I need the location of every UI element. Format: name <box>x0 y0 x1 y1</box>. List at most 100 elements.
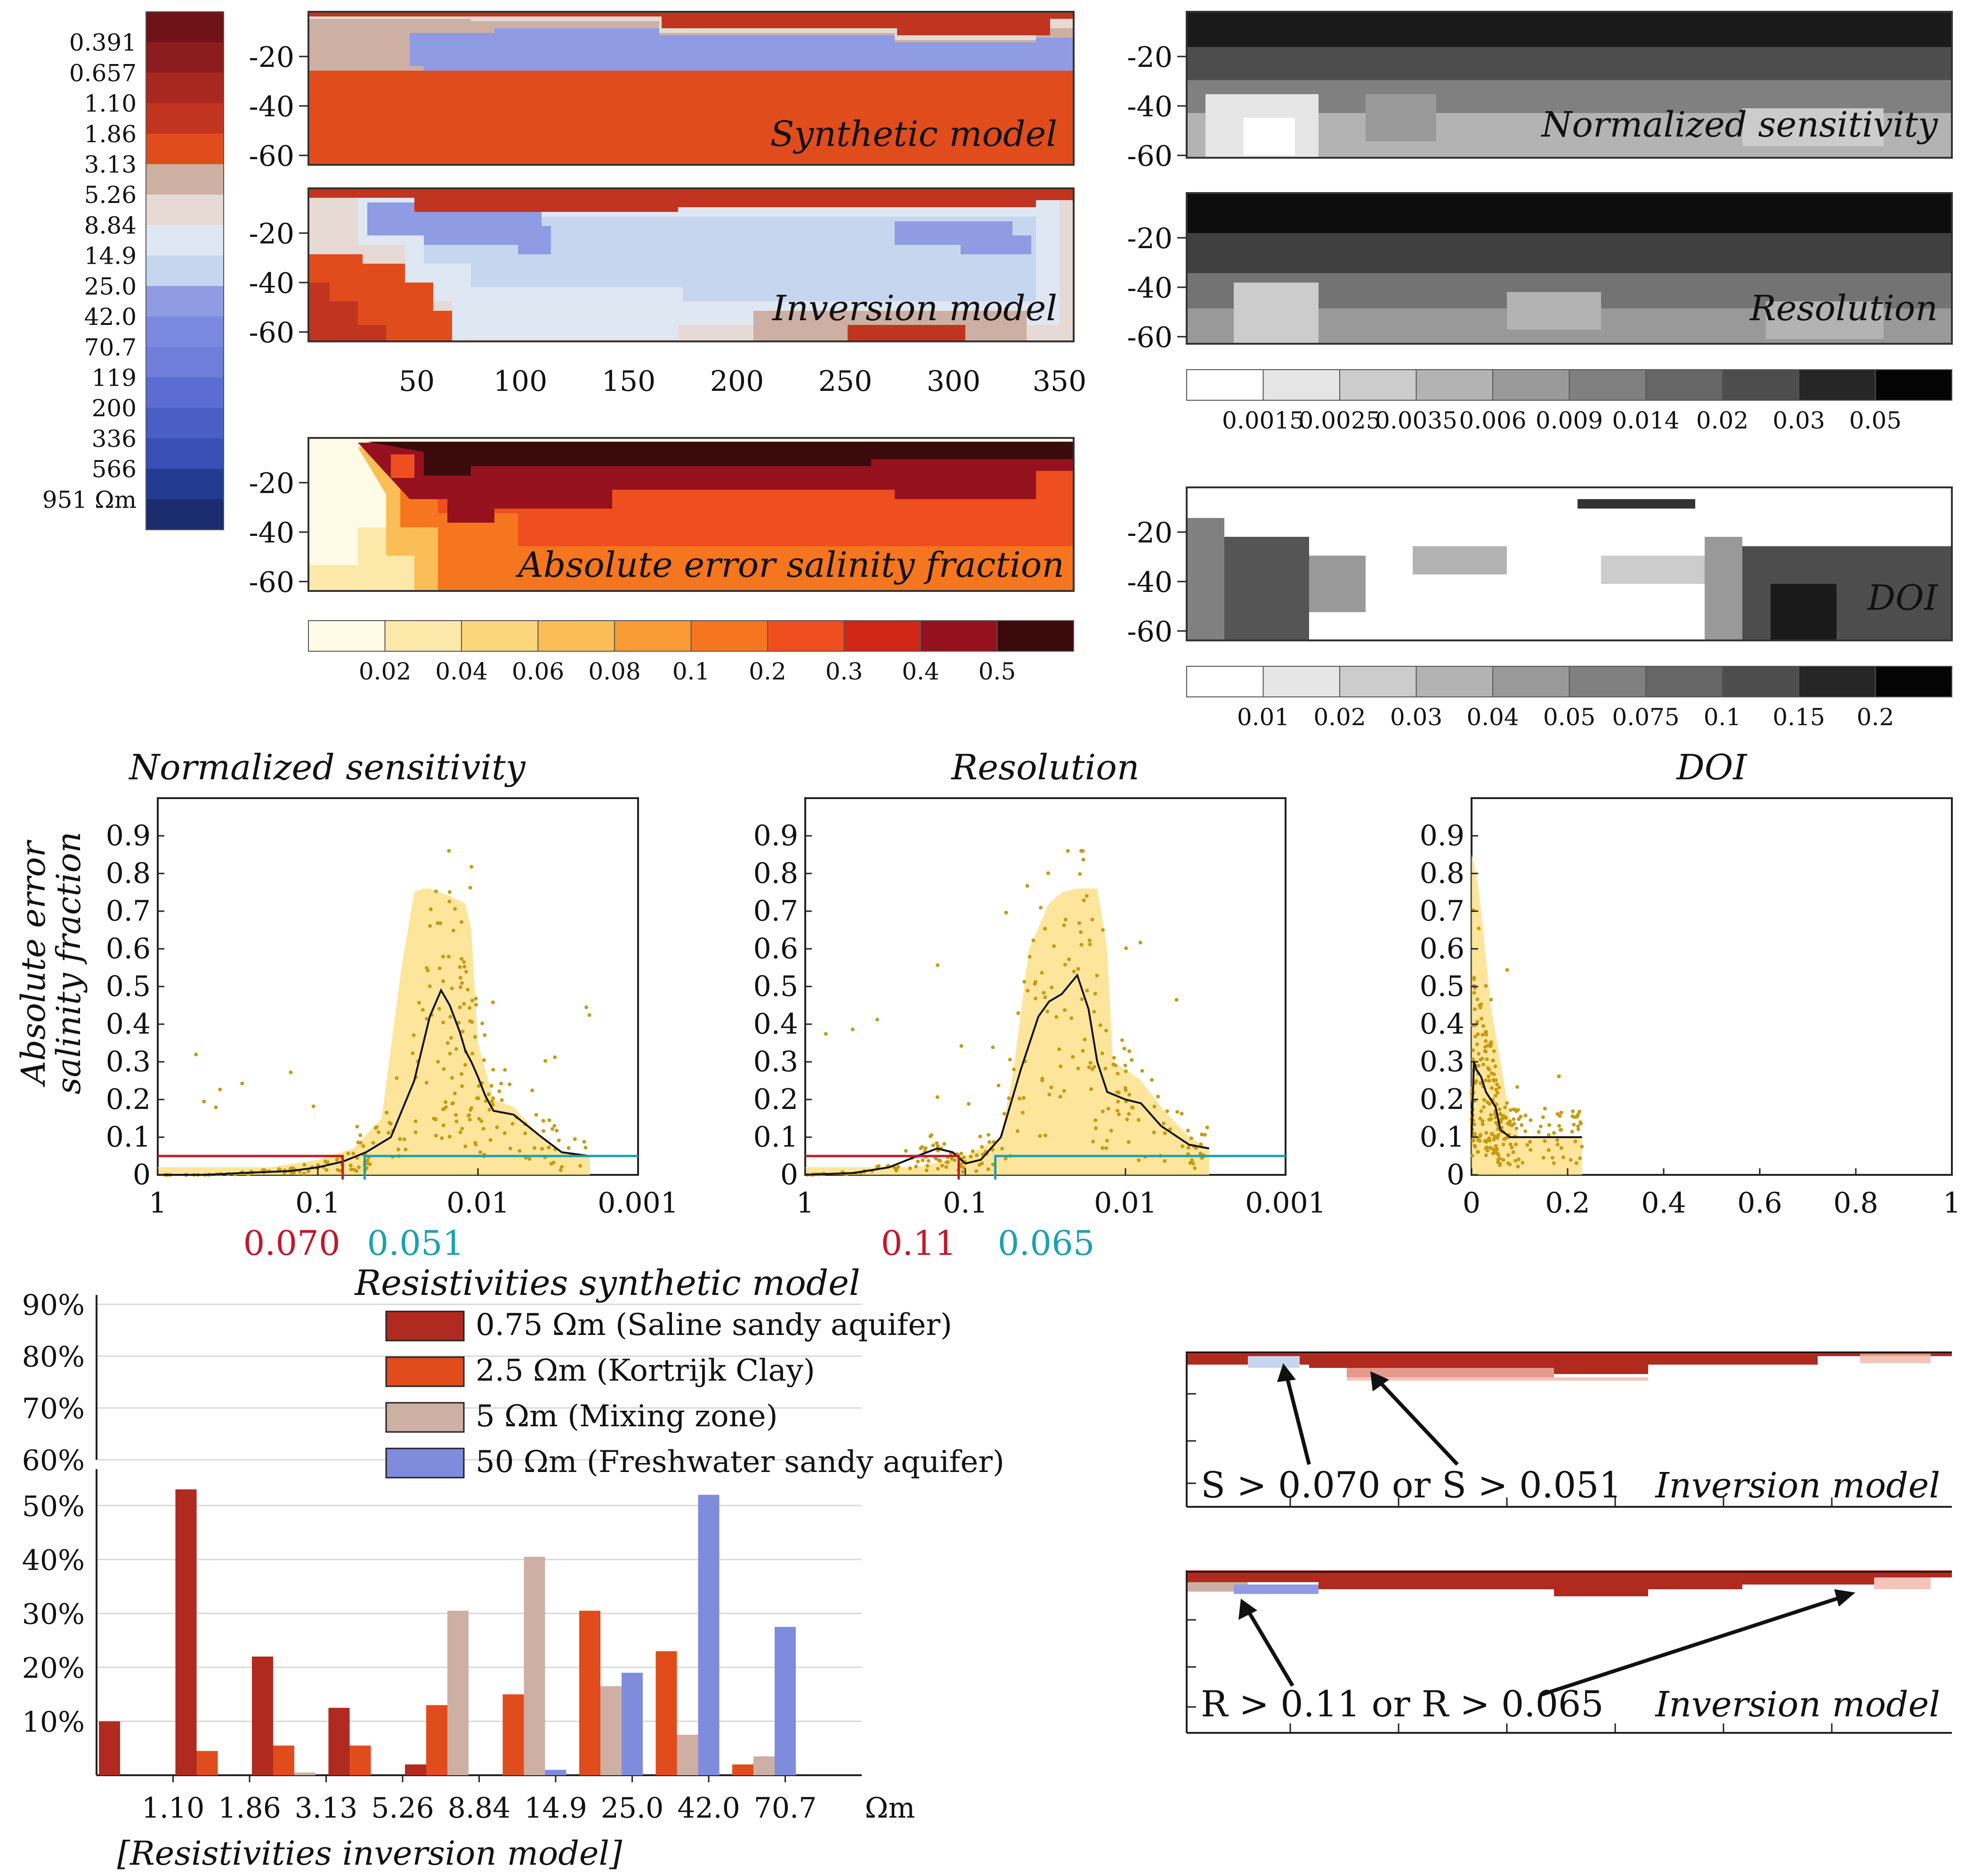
distance-tick-150: 150 <box>602 365 656 398</box>
threshold-line <box>363 1155 638 1180</box>
scatter-point <box>1482 1098 1486 1102</box>
scatter-point <box>469 865 474 869</box>
scatter-point <box>289 1166 293 1171</box>
scatter-ytick-label: 0.2 <box>753 1083 798 1116</box>
scatter-point <box>1501 1142 1505 1147</box>
scatter-ytick-label: 0.8 <box>106 857 151 890</box>
scatter-point <box>1152 1130 1156 1134</box>
scatter-point <box>1492 1079 1496 1083</box>
scatter-point <box>523 1132 527 1136</box>
scatter-point <box>404 1148 408 1152</box>
scatter-point <box>1498 1156 1502 1161</box>
scatter-point <box>433 1117 437 1122</box>
scatter-point <box>920 1145 924 1149</box>
scatter-point <box>1000 1147 1004 1151</box>
scatter-point <box>478 1150 482 1154</box>
sensitivity-threshold-label: S > 0.070 or S > 0.051 <box>1201 1464 1622 1506</box>
scatter-point <box>499 1082 503 1086</box>
scatter-point <box>1484 984 1488 988</box>
scatter-ytick-label: 0 <box>1447 1158 1464 1191</box>
scatter-point <box>1047 1092 1052 1097</box>
doi-colorbar-label: 0.075 <box>1612 704 1679 731</box>
scatter-point <box>1105 1139 1109 1143</box>
scatter-point <box>425 966 429 970</box>
sensitivity-map-panel: Normalized sensitivity <box>1186 11 1953 159</box>
scatter-point <box>1162 1121 1166 1125</box>
scatter-point <box>533 1146 537 1150</box>
scatter-point <box>442 1067 446 1071</box>
scatter-point <box>1084 894 1089 898</box>
scatter-point <box>1576 1113 1580 1117</box>
scatter-xtick-label: 1 <box>1943 1187 1961 1220</box>
scatter-point <box>1152 1104 1157 1108</box>
scatter-point <box>464 970 468 974</box>
scatter-xtick-label: 0.001 <box>1245 1187 1326 1220</box>
scatter-ytick-label: 0.5 <box>1420 970 1464 1003</box>
scatter-point <box>1017 1096 1021 1100</box>
scatter-point <box>1079 930 1083 934</box>
resistivity-colorbar-swatch <box>146 42 224 73</box>
sensitivity-colorbar-label: 0.014 <box>1612 407 1679 434</box>
scatter-point <box>582 1140 586 1144</box>
bar <box>502 1694 524 1775</box>
scatter-point <box>1077 921 1082 925</box>
scatter-point <box>460 1072 464 1076</box>
scatter-point <box>1181 1144 1185 1148</box>
resistivity-colorbar-swatch <box>146 255 224 287</box>
scatter-point <box>428 984 432 988</box>
bar-xtick-label: 1.10 <box>142 1792 205 1825</box>
resolution-map-panel: Resolution <box>1186 192 1953 345</box>
scatter-point <box>1476 1032 1480 1036</box>
scatter-point <box>1494 1144 1498 1148</box>
resistivity-colorbar-swatch <box>146 12 224 43</box>
depth-tick-label: -20 <box>249 218 294 251</box>
scatter-point <box>1483 1078 1488 1083</box>
scatter-point <box>1203 1132 1207 1137</box>
scatter-point <box>914 1164 918 1169</box>
scatter-point <box>441 1020 445 1025</box>
resistivity-colorbar-swatch <box>146 225 224 256</box>
scatter-point <box>1085 988 1089 993</box>
bar-legend-swatch <box>385 1447 465 1479</box>
error-colorbar-label: 0.02 <box>359 658 411 685</box>
scatter-point <box>438 921 443 925</box>
scatter-point <box>450 1075 454 1080</box>
threshold-map-resolution: R > 0.11 or R > 0.065 Inversion model <box>1186 1570 1952 1734</box>
scatter-point <box>935 1141 939 1145</box>
scatter-point <box>1547 1133 1551 1137</box>
distance-tick-350: 350 <box>1033 365 1087 398</box>
scatter-point <box>202 1100 206 1104</box>
scatter-point <box>1063 962 1067 967</box>
scatter-point <box>944 1165 948 1169</box>
scatter-resolution: Resolution 0 0.1 0.2 0.3 0.4 0.5 0.6 0.7 0.8 0.9 1 0… <box>753 747 1326 1263</box>
scatter-point <box>1116 1091 1121 1095</box>
scatter-point <box>454 1113 458 1117</box>
scatter-point <box>1485 1057 1489 1061</box>
scatter-ylabel-line1: Absolute error <box>14 840 53 1087</box>
resistivity-colorbar-label: 200 <box>92 395 137 422</box>
scatter-point <box>1046 871 1050 875</box>
scatter-point <box>491 1103 495 1107</box>
resistivity-colorbar-label: 119 <box>92 364 137 391</box>
bar-legend-title: Resistivities synthetic model <box>354 1263 860 1303</box>
scatter-point <box>1492 1138 1496 1142</box>
scatter-ytick-label: 0.9 <box>106 819 151 852</box>
scatter-point <box>1049 1085 1053 1090</box>
scatter-point <box>483 1033 487 1037</box>
scatter-point <box>1475 997 1480 1002</box>
scatter-point <box>547 1118 551 1122</box>
scatter-point <box>1193 1166 1197 1170</box>
scatter-point <box>1570 1130 1574 1134</box>
bar-ytick-label: 50% <box>22 1490 85 1523</box>
scatter-ytick-label: 0.8 <box>753 857 798 890</box>
scatter-point <box>558 1168 563 1172</box>
bar-xlabel: [Resistivities inversion model] <box>117 1834 623 1873</box>
scatter-point <box>1083 1037 1087 1042</box>
scatter-point <box>904 1149 908 1153</box>
scatter-point <box>437 1007 441 1011</box>
scatter-point <box>1489 997 1493 1002</box>
threshold-label: 0.11 <box>881 1223 956 1263</box>
scatter-point <box>477 1116 481 1121</box>
scatter-point <box>1174 998 1179 1002</box>
scatter-point <box>1555 1138 1560 1142</box>
